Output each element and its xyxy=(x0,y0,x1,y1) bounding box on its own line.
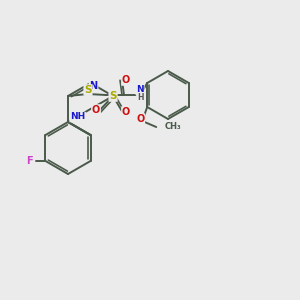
Text: F: F xyxy=(26,156,33,166)
Text: O: O xyxy=(122,75,130,85)
Text: NH: NH xyxy=(70,112,85,122)
Text: S: S xyxy=(109,91,117,101)
Text: N: N xyxy=(136,85,144,94)
Text: O: O xyxy=(122,107,130,117)
Text: H: H xyxy=(137,94,143,103)
Text: S: S xyxy=(84,85,92,95)
Text: N: N xyxy=(89,81,98,91)
Text: O: O xyxy=(92,105,100,115)
Text: CH₃: CH₃ xyxy=(164,122,181,131)
Text: O: O xyxy=(136,114,144,124)
